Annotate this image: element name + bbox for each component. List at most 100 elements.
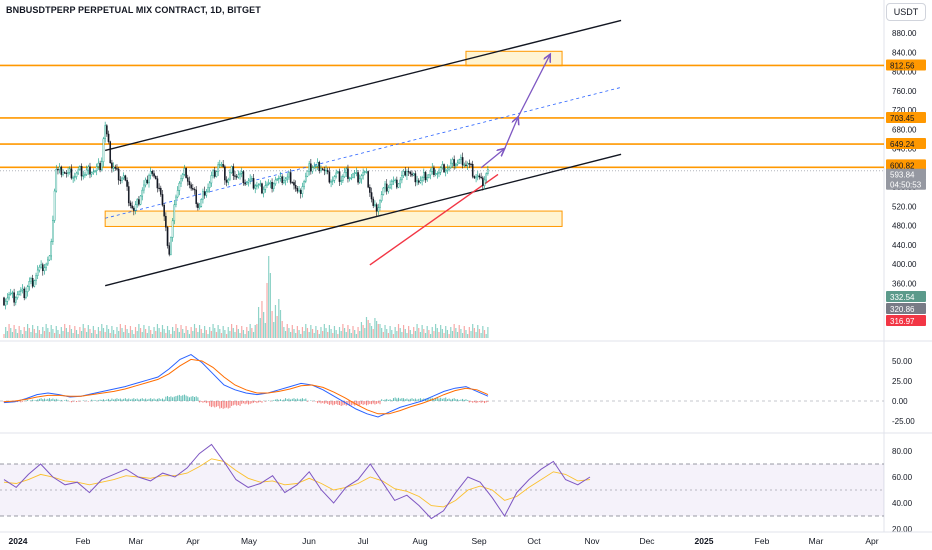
volume-bar (401, 332, 403, 338)
volume-bar (404, 329, 406, 338)
candle-body (310, 163, 312, 172)
macd-histogram-bar (382, 400, 384, 401)
macd-histogram-bar (453, 398, 455, 401)
projection-arrow[interactable] (480, 149, 505, 169)
candle-body (141, 189, 144, 197)
channel-lower-line[interactable] (104, 153, 622, 287)
volume-bar (178, 332, 180, 338)
price-tick-label: 760.00 (892, 87, 917, 96)
volume-bar (355, 334, 357, 338)
macd-histogram-bar (180, 395, 182, 401)
channel-mid-line[interactable] (105, 86, 622, 219)
candle-body (134, 204, 137, 211)
volume-bar (468, 327, 470, 338)
volume-bar (134, 327, 137, 338)
candle-body (57, 169, 59, 171)
macd-histogram-bar (210, 401, 212, 408)
macd-histogram-bar (108, 398, 110, 401)
volume-bar (102, 328, 105, 338)
volume-bar (69, 325, 71, 338)
volume-bar (335, 330, 337, 338)
candle-body (471, 163, 474, 177)
macd-histogram-bar (158, 398, 160, 401)
volume-bar (47, 328, 49, 338)
macd-histogram-bar (199, 401, 201, 403)
price-tick-label: 680.00 (892, 125, 917, 134)
volume-bar (123, 332, 125, 338)
macd-histogram-bar (231, 401, 233, 406)
price-tick-label: 800.00 (892, 68, 917, 77)
candle-body (229, 172, 231, 180)
macd-histogram-bar (224, 401, 226, 409)
candle-body (100, 161, 103, 171)
volume-bar (418, 328, 420, 338)
volume-bar (92, 326, 94, 338)
candle-body (112, 166, 115, 169)
volume-bar (150, 330, 152, 338)
candle-body (308, 163, 310, 172)
time-axis-label: Feb (76, 536, 91, 546)
volume-bar (139, 328, 142, 338)
candle-body (68, 168, 71, 173)
volume-bar (345, 332, 347, 338)
projection-arrow[interactable] (517, 54, 550, 118)
volume-bar (21, 334, 24, 338)
candle-body (370, 192, 373, 200)
candle-body (404, 171, 407, 176)
support-trend-line[interactable] (369, 173, 499, 266)
volume-bar (148, 326, 150, 338)
volume-bar (188, 334, 191, 338)
price-label: 812.56 (890, 61, 915, 70)
volume-bar (126, 329, 128, 338)
macd-histogram-bar (111, 398, 113, 401)
price-label: 04:50:53 (890, 181, 922, 190)
volume-bar (473, 328, 475, 338)
macd-histogram-bar (109, 399, 111, 401)
volume-bar (241, 326, 243, 338)
currency-button[interactable]: USDT (886, 3, 926, 21)
volume-bar (50, 325, 52, 338)
candle-body (158, 187, 160, 190)
candle-body (284, 178, 287, 181)
channel-upper-line[interactable] (104, 19, 622, 152)
price-label: 332.54 (890, 293, 915, 302)
volume-bar (377, 324, 379, 338)
volume-bar (87, 325, 89, 338)
volume-bar (101, 324, 103, 338)
volume-bar (60, 327, 62, 338)
volume-bar (325, 328, 327, 338)
candle-body (320, 168, 322, 171)
candle-body (176, 190, 179, 198)
candle-body (202, 191, 204, 200)
macd-histogram-bar (234, 401, 236, 405)
candle-body (224, 166, 226, 181)
candle-body (299, 190, 302, 194)
candle-body (188, 181, 191, 186)
macd-tick-label: 50.00 (892, 357, 913, 366)
volume-bar (269, 273, 271, 338)
candle-body (60, 166, 63, 175)
volume-bar (33, 329, 35, 338)
candle-body (213, 170, 216, 177)
candle-body (269, 182, 272, 184)
candle-body (114, 166, 117, 169)
volume-bar (97, 327, 100, 338)
projection-arrow[interactable] (504, 117, 518, 149)
volume-bar (460, 329, 462, 338)
volume-bar (28, 328, 30, 338)
candle-body (217, 164, 219, 172)
volume-bar (342, 324, 344, 338)
macd-histogram-bar (40, 398, 42, 401)
supply-demand-zone[interactable] (104, 210, 563, 227)
volume-bar (75, 330, 78, 338)
macd-histogram-bar (200, 401, 202, 402)
macd-histogram-bar (320, 401, 322, 404)
candle-body (355, 172, 358, 174)
macd-histogram-bar (182, 395, 184, 401)
macd-histogram-bar (357, 401, 359, 406)
macd-histogram-bar (82, 400, 84, 401)
candle-body (293, 182, 295, 186)
macd-histogram-bar (79, 401, 81, 402)
price-label-bg (886, 138, 926, 150)
